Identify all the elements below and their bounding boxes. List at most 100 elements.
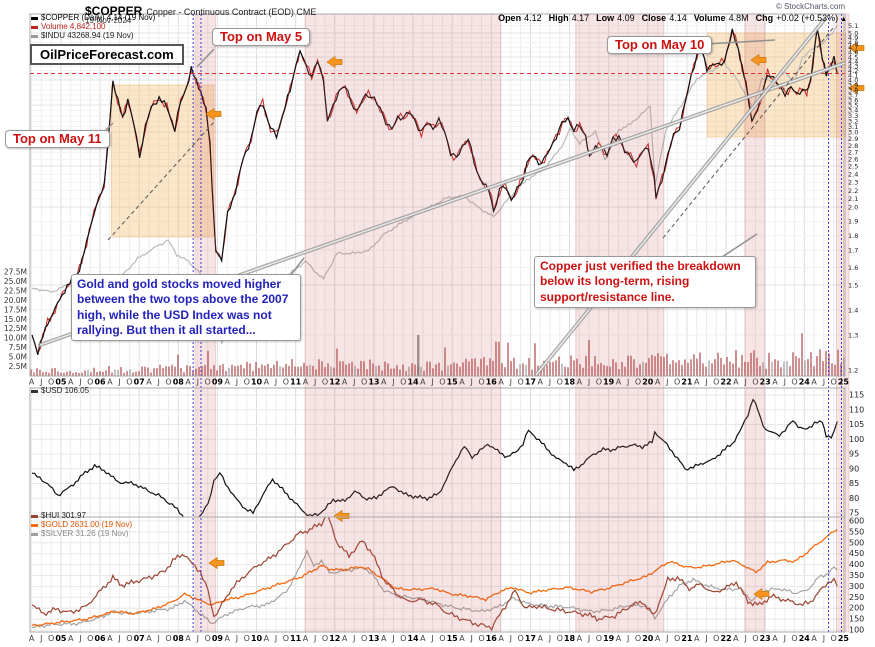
svg-text:7.5M: 7.5M [9,343,27,352]
svg-text:J: J [430,378,433,387]
svg-text:A: A [655,634,661,643]
svg-text:J: J [822,378,825,387]
svg-text:O: O [752,634,758,643]
quote-label: Chg [755,13,774,23]
svg-text:300: 300 [849,582,864,591]
svg-text:O: O [517,634,523,643]
svg-text:250: 250 [849,593,864,602]
svg-text:O: O [831,378,837,387]
svg-text:A: A [146,378,152,387]
svg-text:A: A [577,634,583,643]
svg-text:J: J [626,634,629,643]
svg-text:J: J [509,378,512,387]
svg-text:O: O [557,378,563,387]
svg-text:400: 400 [849,560,864,569]
svg-text:20.0M: 20.0M [4,296,27,305]
svg-text:85: 85 [849,479,859,488]
svg-text:O: O [791,378,797,387]
svg-text:J: J [743,634,746,643]
svg-text:J: J [313,378,316,387]
svg-text:450: 450 [849,549,864,558]
svg-text:A: A [694,378,700,387]
svg-text:O: O [635,378,641,387]
svg-text:A: A [459,634,465,643]
svg-text:O: O [478,634,484,643]
svg-text:27.5M: 27.5M [4,268,27,277]
legend-swatch-icon [31,25,38,29]
svg-text:10: 10 [251,634,263,643]
svg-text:A: A [29,378,35,387]
svg-text:O: O [674,634,680,643]
svg-text:A: A [616,634,622,643]
svg-text:J: J [783,634,786,643]
svg-text:2.8: 2.8 [848,142,858,150]
svg-text:A: A [694,634,700,643]
svg-text:3.2: 3.2 [848,118,858,126]
svg-text:09: 09 [212,378,224,387]
svg-text:17.5M: 17.5M [4,305,27,314]
svg-text:1.4: 1.4 [848,306,858,314]
legend-swatch-icon [31,389,38,393]
svg-text:25: 25 [838,634,850,643]
svg-text:21: 21 [681,378,693,387]
svg-text:J: J [587,634,590,643]
svg-text:A: A [107,378,113,387]
svg-text:O: O [165,634,171,643]
svg-text:J: J [548,634,551,643]
svg-text:1.6: 1.6 [848,264,858,272]
svg-text:O: O [596,634,602,643]
svg-text:12: 12 [329,378,340,387]
symbol: $COPPER [85,4,143,18]
svg-text:O: O [361,634,367,643]
svg-text:3.8: 3.8 [848,86,858,94]
svg-text:J: J [391,634,394,643]
svg-text:4.5: 4.5 [848,53,858,61]
svg-text:J: J [157,634,160,643]
svg-text:O: O [48,634,54,643]
svg-text:08: 08 [173,634,185,643]
svg-text:A: A [303,634,309,643]
legend-label: $INDU 43268.94 (19 Nov) [41,31,134,40]
svg-text:A: A [185,378,191,387]
svg-text:24: 24 [799,634,811,643]
legend-metals-panel: $HUI 301.97 $GOLD 2631.00 (19 Nov) $SILVER… [31,511,132,539]
svg-text:J: J [470,634,473,643]
svg-text:2.6: 2.6 [848,156,858,164]
svg-text:A: A [811,634,817,643]
svg-text:O: O [126,634,132,643]
legend-item: $INDU 43268.94 (19 Nov) [31,31,155,41]
svg-text:100: 100 [849,626,864,635]
svg-text:J: J [704,634,707,643]
legend-label: $COPPER (Daily) 4.14 (19 Nov) [41,13,156,22]
svg-text:O: O [557,634,563,643]
svg-text:J: J [117,634,120,643]
svg-text:05: 05 [55,634,67,643]
svg-text:J: J [78,634,81,643]
svg-text:3.1: 3.1 [848,123,858,131]
svg-text:2.1: 2.1 [848,195,858,203]
quote-label: Open [498,13,522,23]
legend-usd-panel: $USD 106.05 [31,386,89,396]
svg-text:O: O [244,634,250,643]
svg-text:22.5M: 22.5M [4,286,27,295]
svg-text:2.4: 2.4 [848,171,858,179]
svg-text:10.0M: 10.0M [4,334,27,343]
svg-text:1.5: 1.5 [848,281,858,289]
svg-text:21: 21 [681,634,693,643]
svg-text:J: J [196,378,199,387]
svg-text:11: 11 [290,634,302,643]
svg-text:80: 80 [849,494,859,503]
svg-text:1.3: 1.3 [848,331,858,339]
svg-text:06: 06 [94,378,106,387]
svg-text:O: O [439,634,445,643]
svg-text:A: A [185,634,191,643]
quote-value: 4.09 [617,13,635,23]
svg-text:O: O [635,634,641,643]
watermark-oilpriceforecast: OilPriceForecast.com [30,44,184,65]
legend-item: $SILVER 31.26 (19 Nov) [31,529,132,539]
svg-text:1.2: 1.2 [848,366,858,374]
quote-value: 4.8M [728,13,749,23]
svg-text:J: J [39,378,42,387]
svg-text:3.4: 3.4 [848,107,858,115]
callout-top-may-11: Top on May 11 [5,130,110,148]
